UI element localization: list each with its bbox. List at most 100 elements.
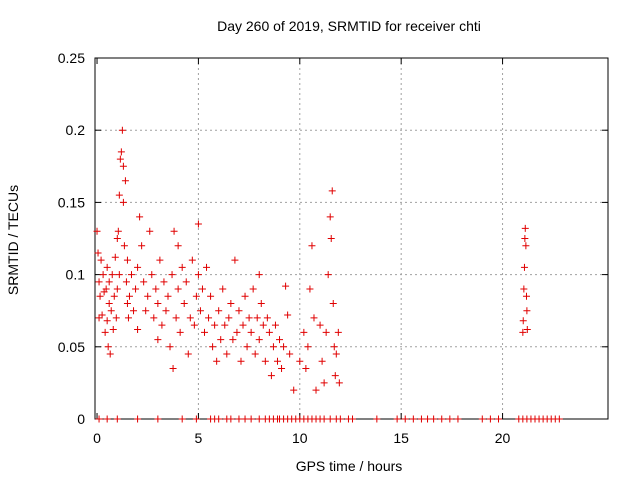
data-point <box>393 415 401 423</box>
data-point <box>486 415 494 423</box>
data-point <box>134 415 142 423</box>
data-point <box>219 285 227 293</box>
data-point <box>555 415 563 423</box>
data-point <box>328 187 336 195</box>
data-point <box>124 314 132 322</box>
data-point <box>320 415 328 423</box>
data-point <box>113 285 121 293</box>
data-point <box>119 162 127 170</box>
data-point <box>335 379 343 387</box>
data-point <box>310 314 318 322</box>
data-point <box>99 271 107 279</box>
data-point <box>522 292 530 300</box>
data-point <box>97 256 105 264</box>
data-point <box>241 415 249 423</box>
data-point <box>169 364 177 372</box>
data-point <box>182 278 190 286</box>
data-point <box>95 314 103 322</box>
data-point <box>120 242 128 250</box>
plot-frame <box>94 57 609 420</box>
data-point <box>312 386 320 394</box>
data-point <box>280 343 288 351</box>
data-point <box>332 350 340 358</box>
data-point <box>113 235 121 242</box>
data-point <box>103 263 111 271</box>
data-point <box>316 321 324 329</box>
data-point <box>326 213 334 221</box>
data-point <box>519 328 527 336</box>
data-point <box>209 343 217 351</box>
data-point <box>154 336 162 344</box>
data-point <box>140 278 148 286</box>
data-point <box>334 328 342 336</box>
data-point <box>257 299 265 307</box>
data-point <box>430 415 438 423</box>
data-point <box>213 357 221 365</box>
data-point <box>98 311 106 319</box>
data-point <box>284 311 292 319</box>
data-point <box>170 227 178 235</box>
data-point <box>259 321 267 329</box>
data-point <box>237 357 245 365</box>
data-point <box>215 415 223 423</box>
data-point <box>267 372 275 380</box>
data-point <box>138 242 146 250</box>
y-tick-label: 0.2 <box>66 122 86 138</box>
y-tick-label: 0.1 <box>66 267 86 283</box>
data-point <box>162 307 170 315</box>
data-point <box>454 415 462 423</box>
data-point <box>111 253 119 261</box>
data-point <box>123 256 131 264</box>
data-point <box>523 325 531 333</box>
data-point <box>276 336 284 344</box>
data-point <box>105 299 113 307</box>
data-point <box>176 328 184 336</box>
data-point <box>231 256 239 264</box>
data-point <box>104 343 112 351</box>
y-tick-label: 0.15 <box>58 194 85 210</box>
y-tick-label: 0 <box>77 411 85 427</box>
data-point <box>96 292 104 300</box>
y-tick-label: 0.05 <box>58 339 85 355</box>
data-point <box>174 285 182 293</box>
grid <box>95 58 608 419</box>
data-point <box>269 343 277 351</box>
data-point <box>105 278 113 286</box>
x-axis-ticks: 0 5 10 15 20 <box>93 58 511 446</box>
data-point <box>255 336 263 344</box>
data-point <box>194 271 202 279</box>
data-point <box>349 415 357 423</box>
data-point <box>144 292 152 300</box>
data-point <box>106 350 114 358</box>
data-point <box>322 328 330 336</box>
data-point <box>125 292 133 300</box>
data-point <box>217 336 225 344</box>
x-tick-label: 10 <box>292 430 308 446</box>
data-point <box>109 325 117 333</box>
data-point <box>438 415 446 423</box>
data-point <box>103 415 111 423</box>
y-axis-title: SRMTID / TECUs <box>5 185 21 295</box>
data-point <box>235 307 243 315</box>
data-point <box>160 278 168 286</box>
data-point <box>115 271 123 279</box>
data-point <box>520 263 528 271</box>
data-point <box>233 328 241 336</box>
data-point <box>121 177 129 185</box>
data-point <box>134 263 142 271</box>
data-point <box>327 235 335 242</box>
data-point <box>130 307 138 315</box>
data-point <box>308 242 316 250</box>
data-point <box>117 148 125 156</box>
data-point <box>200 328 208 336</box>
data-point <box>178 263 186 271</box>
data-point <box>278 364 286 372</box>
data-point <box>245 314 253 322</box>
data-point <box>255 271 263 279</box>
data-point <box>243 343 251 351</box>
data-point <box>95 278 103 286</box>
data-point <box>227 415 235 423</box>
data-point <box>132 285 140 293</box>
data-point <box>110 292 118 300</box>
data-point <box>247 415 255 423</box>
